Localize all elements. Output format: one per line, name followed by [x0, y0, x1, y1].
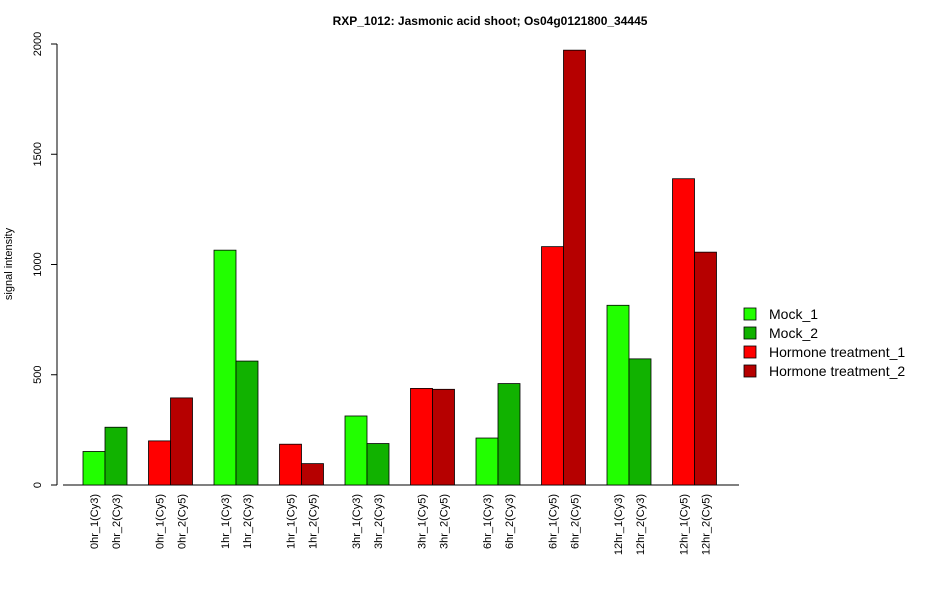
x-tick-label: 6hr_1(Cy3) [482, 494, 494, 549]
legend-label: Mock_1 [769, 306, 818, 322]
x-tick-label: 3hr_1(Cy3) [351, 494, 363, 549]
y-axis: 0 500 1000 1500 2000 [32, 32, 58, 488]
bars [82, 49, 717, 486]
bar [82, 451, 106, 486]
chart-title: RXP_1012: Jasmonic acid shoot; Os04g0121… [333, 14, 648, 28]
bar [410, 388, 433, 486]
legend-swatch [743, 345, 757, 359]
x-tick-label: 0hr_2(Cy5) [177, 494, 189, 549]
y-tick-label: 500 [32, 366, 44, 384]
bar [104, 426, 128, 486]
x-tick-label: 1hr_1(Cy3) [220, 494, 232, 549]
y-tick-label: 0 [32, 482, 44, 488]
x-tick-label: 0hr_1(Cy5) [155, 494, 167, 549]
bar [475, 437, 499, 486]
x-tick-label: 6hr_2(Cy5) [570, 494, 582, 549]
x-tick-label: 1hr_2(Cy3) [242, 494, 254, 549]
x-tick-label: 6hr_2(Cy3) [504, 494, 516, 549]
bar [170, 397, 193, 486]
bar [344, 415, 368, 486]
y-tick-label: 1500 [32, 142, 44, 166]
x-tick-label: 0hr_2(Cy3) [111, 494, 123, 549]
x-tick-label: 3hr_2(Cy5) [439, 494, 451, 549]
legend: Mock_1 Mock_2 Hormone treatment_1 Hormone t… [743, 306, 905, 379]
x-tick-label: 12hr_2(Cy5) [701, 494, 713, 555]
bar [148, 440, 171, 486]
x-tick-label: 12hr_2(Cy3) [635, 494, 647, 555]
x-tick-label: 12hr_1(Cy5) [679, 494, 691, 555]
bar [694, 251, 717, 486]
bar [366, 443, 390, 486]
bar [213, 249, 237, 486]
x-tick-label: 6hr_1(Cy5) [548, 494, 560, 549]
y-tick-label: 2000 [32, 32, 44, 56]
x-tick-label: 1hr_1(Cy5) [286, 494, 298, 549]
bar [497, 383, 521, 486]
x-tick-label: 12hr_1(Cy3) [613, 494, 625, 555]
bar [628, 358, 652, 486]
x-tick-label: 0hr_1(Cy3) [89, 494, 101, 549]
legend-swatch [743, 307, 757, 321]
legend-swatch [743, 364, 757, 378]
x-tick-label: 1hr_2(Cy5) [308, 494, 320, 549]
bar [563, 49, 586, 486]
x-tick-labels: 0hr_1(Cy3) 0hr_2(Cy3) 0hr_1(Cy5) 0hr_2(Cy5)… [89, 494, 713, 555]
bar [672, 178, 695, 486]
bar [606, 304, 630, 486]
legend-label: Mock_2 [769, 325, 818, 341]
x-tick-label: 3hr_2(Cy3) [373, 494, 385, 549]
bar [432, 388, 455, 486]
legend-swatch [743, 326, 757, 340]
legend-label: Hormone treatment_1 [769, 344, 905, 360]
bar [541, 246, 564, 486]
y-tick-label: 1000 [32, 252, 44, 276]
y-axis-label: signal intensity [3, 227, 15, 300]
legend-label: Hormone treatment_2 [769, 363, 905, 379]
bar [301, 463, 324, 486]
x-tick-label: 3hr_1(Cy5) [417, 494, 429, 549]
bar [279, 443, 302, 486]
bar [235, 360, 259, 486]
